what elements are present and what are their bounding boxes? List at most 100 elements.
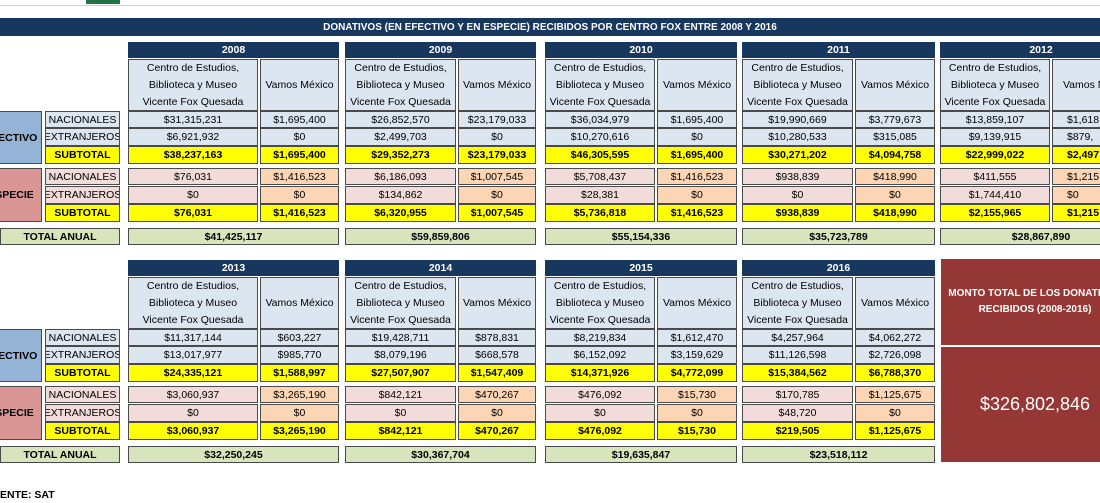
total-cell: $28,867,890 bbox=[940, 228, 1100, 245]
value-cell: $0 bbox=[657, 404, 737, 422]
value-cell: $5,708,437 bbox=[545, 168, 655, 185]
value-cell: $1,416,523 bbox=[657, 168, 737, 185]
value-cell: $6,921,932 bbox=[128, 128, 258, 146]
value-cell: $985,770 bbox=[260, 346, 339, 364]
value-cell: $2,499,703 bbox=[345, 128, 456, 146]
value-cell: $411,555 bbox=[940, 168, 1050, 185]
value-cell: $19,990,669 bbox=[742, 111, 853, 128]
value-cell: $1,744,410 bbox=[940, 186, 1050, 204]
value-cell: $470,267 bbox=[458, 422, 536, 440]
value-cell: $0 bbox=[1052, 186, 1100, 204]
value-cell: $0 bbox=[458, 404, 536, 422]
row-label: TOTAL ANUAL bbox=[0, 446, 120, 463]
value-cell: $29,352,273 bbox=[345, 146, 456, 164]
value-cell: $0 bbox=[128, 186, 258, 204]
value-cell: $170,785 bbox=[742, 386, 853, 403]
value-cell: $3,265,190 bbox=[260, 386, 339, 403]
section-label: ESPECIE bbox=[0, 168, 42, 222]
column-header-line: Centro de Estudios, bbox=[146, 61, 240, 74]
value-cell: $10,280,533 bbox=[742, 128, 853, 146]
year-header: 2013 bbox=[128, 260, 339, 276]
year-header: 2015 bbox=[545, 260, 737, 276]
value-cell: $2,155,965 bbox=[940, 204, 1050, 222]
column-header-line: Biblioteca y Museo bbox=[148, 78, 238, 91]
row-label: SUBTOTAL bbox=[45, 204, 120, 222]
value-cell: $0 bbox=[657, 186, 737, 204]
column-header-line: Vicente Fox Quesada bbox=[350, 313, 451, 326]
value-cell: $668,578 bbox=[458, 346, 536, 364]
value-cell: $6,320,955 bbox=[345, 204, 456, 222]
value-cell: $879, bbox=[1052, 128, 1100, 146]
column-header: Vamos México bbox=[260, 59, 339, 111]
value-cell: $6,186,093 bbox=[345, 168, 456, 185]
value-cell: $15,730 bbox=[657, 386, 737, 403]
column-header-line: Vicente Fox Quesada bbox=[549, 95, 651, 108]
value-cell: $938,839 bbox=[742, 204, 853, 222]
value-cell: $15,384,562 bbox=[742, 364, 853, 382]
value-cell: $1,588,997 bbox=[260, 364, 339, 382]
value-cell: $10,270,616 bbox=[545, 128, 655, 146]
column-header-line: Biblioteca y Museo bbox=[555, 296, 645, 309]
value-cell: $1,612,470 bbox=[657, 329, 737, 346]
column-header: Vamos México bbox=[855, 59, 935, 111]
value-cell: $1,215 bbox=[1052, 168, 1100, 185]
column-header-line: Centro de Estudios, bbox=[354, 279, 447, 292]
row-label: NACIONALES bbox=[45, 168, 120, 185]
value-cell: $1,695,400 bbox=[657, 111, 737, 128]
value-cell: $1,416,523 bbox=[260, 204, 339, 222]
column-header: Vamos México bbox=[657, 59, 737, 111]
value-cell: $418,990 bbox=[855, 168, 935, 185]
column-header-line: Biblioteca y Museo bbox=[148, 296, 238, 309]
value-cell: $878,831 bbox=[458, 329, 536, 346]
value-cell: $76,031 bbox=[128, 204, 258, 222]
value-cell: $23,179,033 bbox=[458, 146, 536, 164]
grand-total-title: MONTO TOTAL DE LOS DONATIVOS RECIBIDOS (2… bbox=[940, 258, 1100, 346]
value-cell: $26,852,570 bbox=[345, 111, 456, 128]
column-header: Centro de Estudios, Biblioteca y Museo Vic… bbox=[742, 277, 853, 329]
value-cell: $1,125,675 bbox=[855, 386, 935, 403]
value-cell: $19,428,711 bbox=[345, 329, 456, 346]
row-label: EXTRANJEROS bbox=[45, 186, 120, 204]
value-cell: $0 bbox=[345, 404, 456, 422]
value-cell: $11,126,598 bbox=[742, 346, 853, 364]
value-cell: $1,215 bbox=[1052, 204, 1100, 222]
value-cell: $3,265,190 bbox=[260, 422, 339, 440]
row-label: EXTRANJEROS bbox=[45, 128, 120, 146]
value-cell: $1,547,409 bbox=[458, 364, 536, 382]
column-header-line: Centro de Estudios, bbox=[354, 61, 447, 74]
grid-strip bbox=[0, 0, 1100, 6]
value-cell: $5,736,818 bbox=[545, 204, 655, 222]
grand-total-title-line: MONTO TOTAL DE LOS DONATIVOS bbox=[948, 288, 1100, 299]
value-cell: $3,159,629 bbox=[657, 346, 737, 364]
total-cell: $35,723,789 bbox=[742, 228, 935, 245]
column-header-line: Vicente Fox Quesada bbox=[747, 313, 848, 326]
title-bar: DONATIVOS (EN EFECTIVO Y EN ESPECIE) REC… bbox=[0, 18, 1100, 36]
value-cell: $1,007,545 bbox=[458, 204, 536, 222]
column-header-line: Vicente Fox Quesada bbox=[549, 313, 651, 326]
value-cell: $0 bbox=[742, 186, 853, 204]
value-cell: $13,017,977 bbox=[128, 346, 258, 364]
row-label: SUBTOTAL bbox=[45, 364, 120, 382]
column-header: Centro de Estudios, Biblioteca y Museo Vic… bbox=[345, 277, 456, 329]
value-cell: $0 bbox=[128, 404, 258, 422]
column-header: Centro de Estudios, Biblioteca y Museo Vic… bbox=[128, 277, 258, 329]
value-cell: $470,267 bbox=[458, 386, 536, 403]
column-header-line: Vicente Fox Quesada bbox=[142, 313, 244, 326]
column-header-line: Centro de Estudios, bbox=[553, 61, 647, 74]
value-cell: $315,085 bbox=[855, 128, 935, 146]
value-cell: $0 bbox=[260, 128, 339, 146]
value-cell: $0 bbox=[458, 128, 536, 146]
total-cell: $30,367,704 bbox=[345, 446, 536, 463]
value-cell: $0 bbox=[545, 404, 655, 422]
column-header: Centro de Estudios, Biblioteca y Museo Vic… bbox=[742, 59, 853, 111]
year-header: 2012 bbox=[940, 42, 1100, 58]
row-label: SUBTOTAL bbox=[45, 146, 120, 164]
year-header: 2016 bbox=[742, 260, 935, 276]
row-label: EXTRANJEROS bbox=[45, 346, 120, 364]
column-header: Centro de Estudios, Biblioteca y Museo Vic… bbox=[345, 59, 456, 111]
value-cell: $134,862 bbox=[345, 186, 456, 204]
value-cell: $0 bbox=[855, 404, 935, 422]
value-cell: $3,060,937 bbox=[128, 422, 258, 440]
value-cell: $6,788,370 bbox=[855, 364, 935, 382]
